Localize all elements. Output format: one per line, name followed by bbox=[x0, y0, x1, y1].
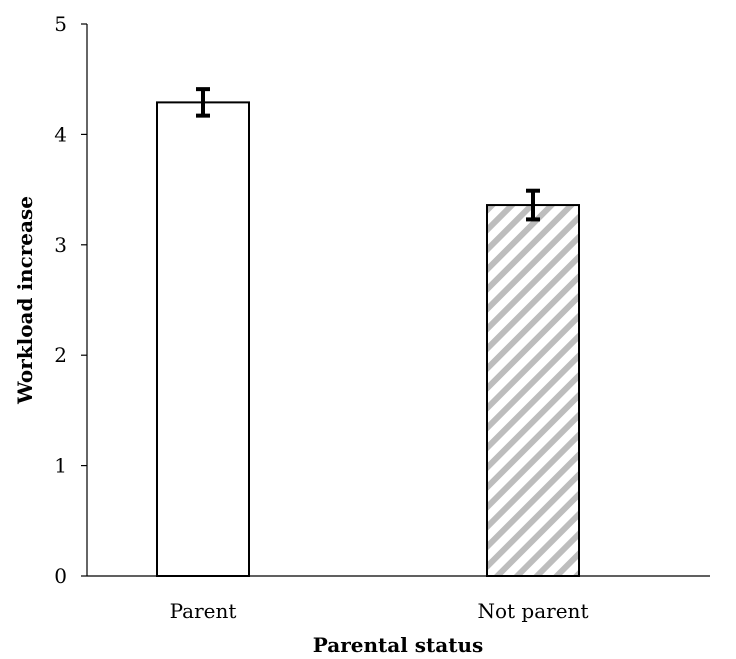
plot-area: 0 1 2 3 4 5 Parent Not parent bbox=[54, 12, 710, 623]
y-tick-label: 4 bbox=[54, 122, 67, 146]
bars bbox=[156, 101, 580, 577]
x-axis-title: Parental status bbox=[313, 633, 484, 657]
y-tick-label: 5 bbox=[54, 12, 67, 36]
y-tick-label: 2 bbox=[54, 343, 67, 367]
y-tick-label: 3 bbox=[54, 233, 67, 257]
bar-not-parent bbox=[486, 204, 580, 577]
y-tick-label: 0 bbox=[54, 564, 67, 588]
bar-parent bbox=[156, 101, 250, 577]
y-ticks: 0 1 2 3 4 5 bbox=[54, 12, 87, 588]
y-axis-title: Workload increase bbox=[13, 196, 37, 405]
x-tick-label: Not parent bbox=[478, 599, 589, 623]
x-tick-label: Parent bbox=[170, 599, 237, 623]
error-bars bbox=[196, 87, 540, 222]
y-tick-label: 1 bbox=[54, 454, 67, 478]
x-tick-labels: Parent Not parent bbox=[170, 599, 589, 623]
